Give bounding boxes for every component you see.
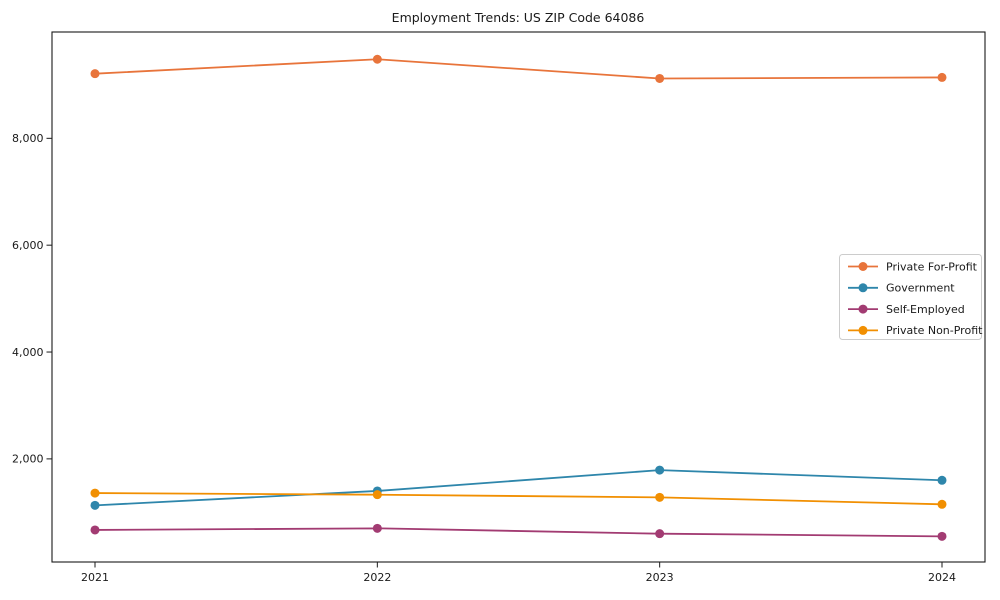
y-tick-label: 2,000 xyxy=(12,453,44,466)
x-tick-label: 2021 xyxy=(81,571,109,584)
series-marker-private-for-profit xyxy=(90,69,100,79)
legend-marker-private-for-profit xyxy=(858,262,868,271)
x-tick-label: 2024 xyxy=(928,571,956,584)
series-line-private-for-profit xyxy=(94,58,943,80)
chart-title: Employment Trends: US ZIP Code 64086 xyxy=(392,10,645,25)
series-line-government xyxy=(94,469,943,507)
series-marker-private-for-profit xyxy=(372,54,382,64)
legend-marker-self-employed xyxy=(858,304,868,314)
plot-area: 2,000 4,000 6,000 8,000 2021 2022 2023 2024 Priv… xyxy=(12,31,986,584)
legend-label-private-non-profit: Private Non-Profit xyxy=(886,324,983,337)
series-marker-government xyxy=(937,475,947,485)
series-marker-private-non-profit xyxy=(655,492,665,502)
series-marker-self-employed xyxy=(372,523,382,533)
series-marker-government xyxy=(655,465,665,475)
series-marker-private-non-profit xyxy=(90,488,100,498)
series-marker-government xyxy=(90,500,100,510)
legend-label-government: Government xyxy=(886,282,955,295)
legend-label-private-for-profit: Private For-Profit xyxy=(886,260,978,273)
series-line-private-non-profit xyxy=(94,492,943,506)
legend-marker-private-non-profit xyxy=(858,325,868,335)
series-line-self-employed xyxy=(94,527,943,538)
series-marker-private-non-profit xyxy=(937,499,947,509)
series-marker-private-for-profit xyxy=(937,72,947,82)
legend-box xyxy=(839,254,982,340)
series-marker-private-non-profit xyxy=(372,490,382,500)
y-tick-label: 8,000 xyxy=(12,132,44,145)
series-marker-self-employed xyxy=(937,531,947,541)
y-tick-label: 4,000 xyxy=(12,346,44,359)
series-marker-private-for-profit xyxy=(655,73,665,83)
series-marker-self-employed xyxy=(90,525,100,535)
y-tick-label: 6,000 xyxy=(12,239,44,252)
plot-frame xyxy=(51,31,986,563)
legend-marker-government xyxy=(858,283,868,293)
x-tick-label: 2023 xyxy=(646,571,674,584)
x-tick-label: 2022 xyxy=(363,571,391,584)
legend-label-self-employed: Self-Employed xyxy=(886,303,965,316)
series-marker-self-employed xyxy=(655,529,665,539)
